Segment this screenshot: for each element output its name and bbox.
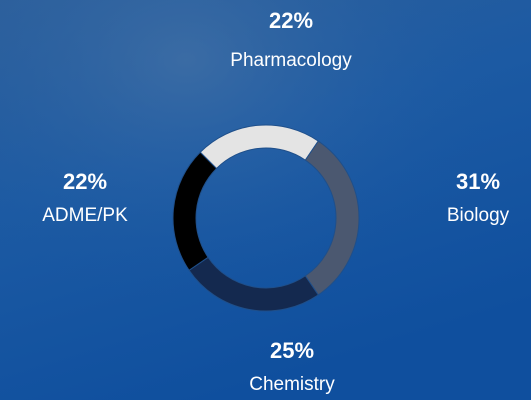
category-label: Chemistry	[249, 374, 335, 395]
category-label: Biology	[447, 205, 510, 226]
percent-label: 25%	[270, 338, 314, 363]
category-label: ADME/PK	[42, 205, 128, 226]
chart: 22% Pharmacology 31% Biology 25% Chemistry 22%…	[0, 0, 531, 400]
percent-label: 22%	[63, 169, 107, 194]
percent-label: 22%	[269, 8, 313, 33]
category-label: Pharmacology	[230, 50, 352, 71]
percent-label: 31%	[456, 169, 500, 194]
